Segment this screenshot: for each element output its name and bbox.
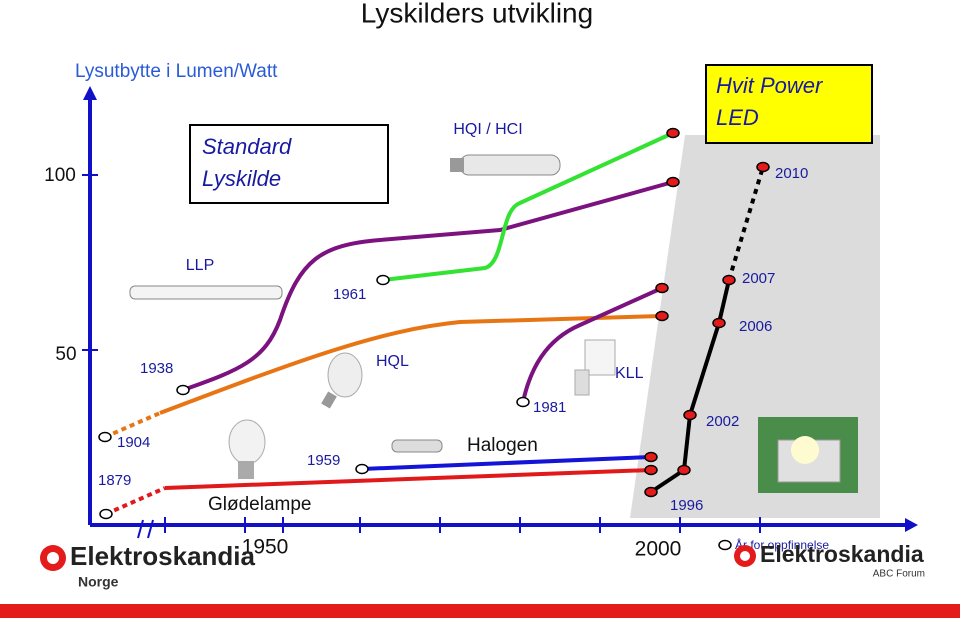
- box-text: LED: [716, 105, 759, 130]
- start-dots: [98, 274, 732, 551]
- logo-sub: Norge: [78, 574, 119, 590]
- end-dots: [644, 127, 770, 498]
- label: 1904: [117, 434, 150, 451]
- box-text: Standard: [202, 134, 292, 159]
- label: 1879: [98, 472, 131, 489]
- x-axis-label: År for oppfinnelse: [735, 537, 829, 552]
- logo: Elektroskandia: [70, 541, 256, 571]
- standard-box: [189, 124, 389, 204]
- label: 2007: [742, 270, 775, 287]
- axis-label: Lysutbytte i Lumen/Watt: [75, 61, 278, 82]
- label: 2010: [775, 165, 808, 182]
- logo-sub: ABC Forum: [873, 569, 925, 580]
- axes: [82, 86, 918, 539]
- box-text: Lyskilde: [202, 166, 281, 191]
- label: 1961: [333, 286, 366, 303]
- title: Lyskilders utvikling: [361, 0, 593, 28]
- label: KLL: [615, 365, 644, 382]
- lamp-icons: [129, 154, 858, 493]
- x-tick: 1950: [242, 536, 289, 559]
- label: 1996: [670, 497, 703, 514]
- label: 1959: [307, 452, 340, 469]
- label: HQL: [376, 353, 409, 370]
- x-tick: 2000: [635, 538, 682, 561]
- logo: Elektroskandia: [760, 541, 924, 567]
- label: 1981: [533, 399, 566, 416]
- label: 2002: [706, 413, 739, 430]
- y-tick: 50: [55, 344, 76, 365]
- led-box: [705, 64, 873, 144]
- box-text: Hvit Power: [716, 73, 824, 98]
- label: LLP: [186, 257, 214, 274]
- label: 1938: [140, 360, 173, 377]
- footer-bar: [0, 604, 960, 618]
- label: HQI / HCI: [453, 121, 522, 138]
- label: Halogen: [467, 435, 538, 456]
- y-tick: 100: [44, 165, 76, 186]
- label: Glødelampe: [208, 494, 312, 515]
- label: 2006: [739, 318, 772, 335]
